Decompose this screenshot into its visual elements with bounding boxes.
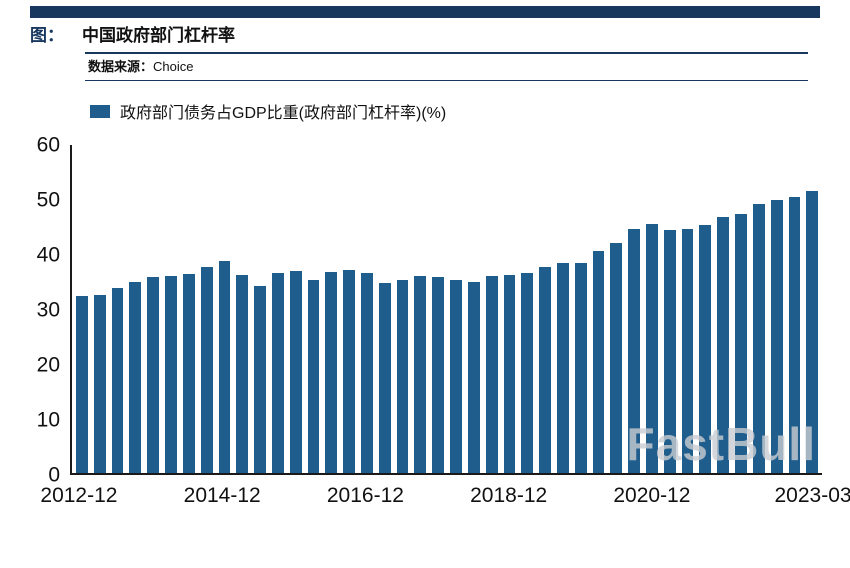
legend: 政府部门债务占GDP比重(政府部门杠杆率)(%) [90,99,850,123]
bar-2018-06 [467,282,480,473]
bar-2014-06 [182,274,195,473]
bar-2013-12 [147,277,160,473]
legend-swatch-icon [90,104,110,118]
bar-2022-09 [770,200,783,473]
bar-2018-03 [450,280,462,473]
chart-title-row: 图： 中国政府部门杠杆率 [30,24,808,48]
bar-2022-12 [788,197,801,473]
y-tick-60: 60 [36,133,60,157]
y-axis: 0 10 20 30 40 50 60 [6,135,70,486]
y-tick-30: 30 [36,298,60,322]
bar-2023-03 [806,191,819,473]
x-tick-2023-03: 2023-03 [774,484,850,507]
bar-2016-03 [307,280,320,473]
bar-2017-06 [396,280,409,473]
bar-2015-06 [254,285,266,473]
y-tick-0: 0 [48,463,60,487]
bar-2013-06 [111,288,124,473]
source-divider [85,80,808,81]
chart-page: 图： 中国政府部门杠杆率 数据来源：Choice 政府部门债务占GDP比重(政府部… [0,6,850,517]
y-tick-20: 20 [36,353,60,377]
bar-2017-09 [414,276,427,473]
bars [72,145,822,473]
bar-2014-12 [218,261,231,473]
x-tick-2016-12: 2016-12 [326,484,404,507]
bar-2017-12 [432,276,445,473]
bar-2021-12 [717,217,730,473]
y-tick-40: 40 [36,243,60,267]
y-tick-50: 50 [36,188,60,212]
data-source-value: Choice [153,59,194,74]
title-divider [85,52,808,54]
bar-2019-09 [556,262,569,473]
bar-2016-06 [325,271,338,473]
x-tick-2018-12: 2018-12 [470,484,548,507]
bar-2012-12 [76,296,88,473]
bar-2019-06 [539,266,551,473]
bar-2016-12 [361,272,373,473]
bar-2021-03 [663,230,676,473]
bar-2020-12 [646,224,658,473]
bar-2016-09 [343,270,355,473]
x-axis: 2012-12 2014-12 2016-12 2018-12 2020-12 2023-… [40,475,850,517]
chart-title: 中国政府部门杠杆率 [82,26,235,45]
x-tick-2014-12: 2014-12 [183,484,261,507]
bar-2021-09 [699,225,712,473]
bar-2013-09 [129,282,142,473]
bar-chart: 0 10 20 30 40 50 60 FastBull 2012-12 2014-12 201… [6,135,850,517]
bar-2018-09 [485,275,498,473]
bar-2020-03 [592,250,605,473]
bar-2015-12 [289,270,302,473]
bar-2019-12 [574,262,587,473]
bar-2021-06 [681,229,694,473]
bar-2015-09 [271,273,284,473]
bar-2019-03 [521,273,534,473]
bar-2022-03 [735,213,747,473]
data-source-label: 数据来源： [88,59,154,74]
bar-2020-09 [628,228,640,473]
data-source-row: 数据来源：Choice [88,59,808,75]
bar-2018-12 [503,274,516,473]
bar-2014-03 [165,276,177,473]
bar-2014-09 [200,267,213,473]
plot-area: FastBull [70,145,822,475]
figure-tag: 图： [30,26,64,45]
bar-2015-03 [236,274,249,473]
x-tick-2020-12: 2020-12 [613,484,691,507]
bar-2013-03 [93,295,106,473]
bar-2020-06 [610,242,623,473]
y-tick-10: 10 [36,408,60,432]
header-accent-bar [30,6,820,18]
bar-2022-06 [752,203,765,473]
x-tick-2012-12: 2012-12 [40,484,118,507]
legend-label: 政府部门债务占GDP比重(政府部门杠杆率)(%) [120,105,447,122]
bar-2017-03 [378,282,391,473]
